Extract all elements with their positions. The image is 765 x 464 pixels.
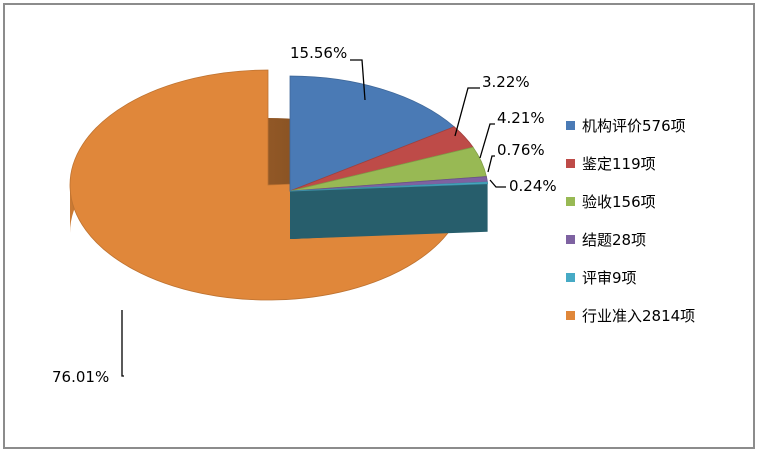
- percent-label-2: 4.21%: [497, 109, 545, 127]
- leader-line-3: [487, 155, 495, 173]
- slice-top-0: [289, 75, 455, 192]
- leader-line-1: [454, 87, 480, 137]
- percent-label-4: 0.24%: [509, 177, 557, 195]
- legend-label-4: 评审9项: [582, 269, 637, 287]
- percent-label-5: 76.01%: [52, 368, 109, 386]
- legend-swatch-3: [566, 235, 575, 244]
- slice-wall-4-1: [290, 183, 488, 240]
- legend-label-1: 鉴定119项: [582, 155, 656, 173]
- legend-swatch-4: [566, 273, 575, 282]
- legend-label-0: 机构评价576项: [582, 117, 686, 135]
- leader-line-2: [479, 123, 495, 159]
- leader-line-5: [121, 310, 124, 377]
- leader-line-4: [489, 179, 506, 188]
- legend-swatch-1: [566, 159, 575, 168]
- slice-top-4: [289, 181, 489, 192]
- pie-slices: [69, 69, 489, 301]
- legend-swatch-2: [566, 197, 575, 206]
- percent-labels: 15.56% 3.22% 4.21% 0.76% 0.24% 76.01%: [52, 44, 557, 386]
- legend-label-3: 结题28项: [582, 231, 646, 249]
- slice-4: [289, 181, 489, 240]
- legend-swatch-0: [566, 121, 575, 130]
- legend-swatch-5: [566, 311, 575, 320]
- percent-label-1: 3.22%: [482, 73, 530, 91]
- leader-lines: [121, 59, 506, 377]
- legend-label-2: 验收156项: [582, 193, 656, 211]
- percent-label-0: 15.56%: [290, 44, 347, 62]
- leader-line-0: [350, 59, 366, 101]
- percent-label-3: 0.76%: [497, 141, 545, 159]
- legend-label-5: 行业准入2814项: [582, 307, 695, 325]
- slice-top-5: [69, 69, 467, 301]
